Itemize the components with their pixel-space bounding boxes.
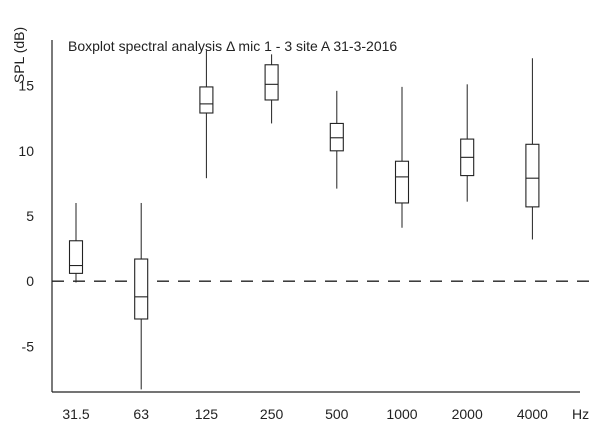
box-4000 xyxy=(525,58,540,240)
x-tick-label: 500 xyxy=(325,406,349,422)
y-tick-label: 15 xyxy=(18,78,34,94)
box-1000 xyxy=(394,86,410,228)
y-axis-label: SPL (dB) xyxy=(11,27,27,83)
box-250 xyxy=(264,54,279,124)
y-tick-label: 5 xyxy=(26,208,34,224)
interquartile-box xyxy=(68,240,84,274)
interquartile-box xyxy=(329,122,344,152)
box-63 xyxy=(134,202,149,390)
interquartile-box xyxy=(394,160,410,204)
y-tick-label: 10 xyxy=(18,143,34,159)
x-tick-label: 1000 xyxy=(386,406,417,422)
interquartile-box xyxy=(525,143,540,208)
y-tick-label: 0 xyxy=(26,273,34,289)
interquartile-box xyxy=(264,64,279,101)
y-tick-label: -5 xyxy=(22,338,35,354)
boxplot-series xyxy=(68,50,540,390)
interquartile-box xyxy=(199,86,214,114)
x-tick-label: 125 xyxy=(195,406,219,422)
box-2000 xyxy=(460,84,475,202)
x-tick-label: 250 xyxy=(260,406,284,422)
box-31.5 xyxy=(68,202,84,283)
interquartile-box xyxy=(134,258,149,320)
x-tick-label: 4000 xyxy=(517,406,548,422)
x-tick-label: 63 xyxy=(133,406,149,422)
chart-title: Boxplot spectral analysis Δ mic 1 - 3 si… xyxy=(68,38,397,54)
x-axis-unit-label: Hz xyxy=(572,406,589,422)
box-125 xyxy=(199,50,214,179)
x-tick-label: 2000 xyxy=(452,406,483,422)
x-tick-label: 31.5 xyxy=(62,406,89,422)
axes: -5 0 5 10 15 31.5 63 125 250 500 1000 2000 4000 xyxy=(18,40,590,422)
box-500 xyxy=(329,90,344,189)
